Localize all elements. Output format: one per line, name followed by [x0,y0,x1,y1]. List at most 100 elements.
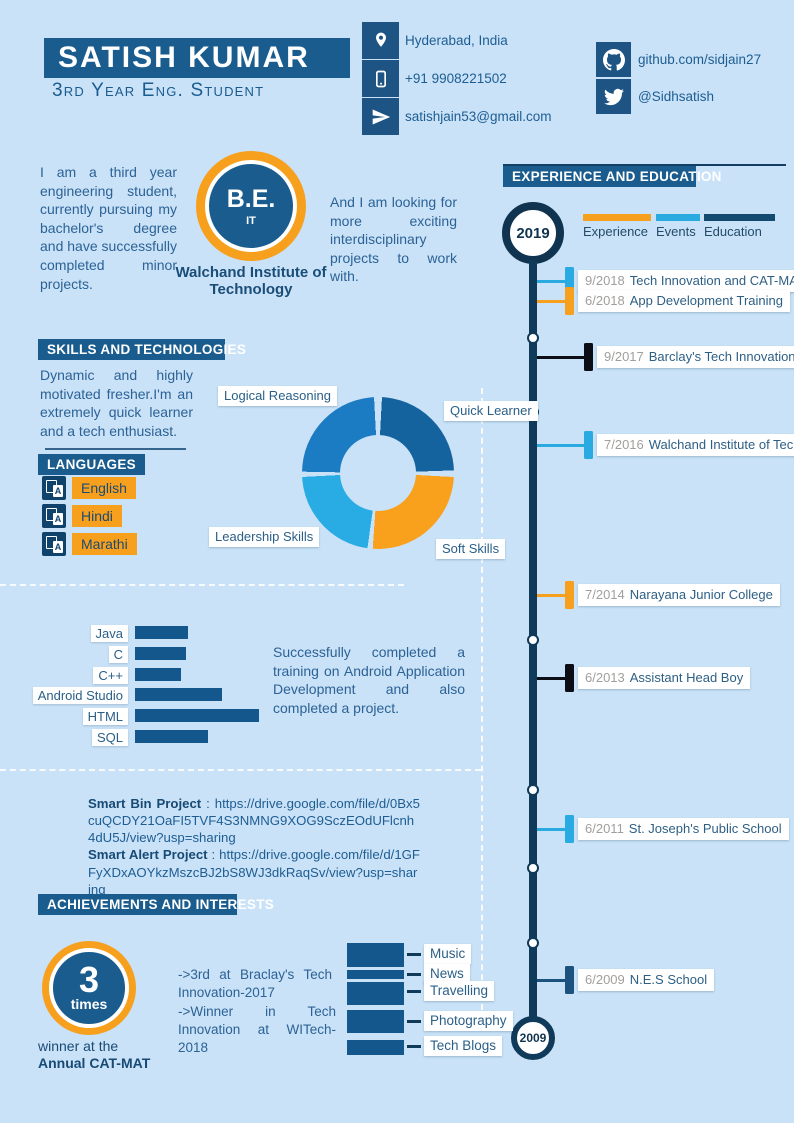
projects-block: Smart Bin Project : https://drive.google… [88,796,420,897]
donut-label-soft-skills: Soft Skills [436,539,506,559]
interest-bar-music [347,943,404,967]
timeline-entry: 7/2014 Narayana Junior College [578,584,780,606]
entry-tick [584,343,593,371]
bar-label: HTML [82,708,128,725]
entry-date: 6/2011 [585,821,624,836]
entry-date: 7/2016 [604,437,644,452]
entry-title: Assistant Head Boy [629,670,744,685]
training-text: Successfully completed a training on And… [273,644,465,716]
project-name: Smart Alert Project [88,847,208,863]
timeline-dot [527,332,539,344]
timeline-entry: 9/2018 Tech Innovation and CAT-MAT [578,270,794,292]
twitter-icon[interactable] [596,79,631,114]
legend-label-education: Education [704,224,762,239]
entry-title: St. Joseph's Public School [628,821,782,836]
achievement-highlight: ->3rd at Braclay's Tech Innovation-2017 [178,967,332,1000]
bar-label: C [108,646,128,663]
language-chip: English [72,477,136,499]
achievement-highlight: ->Winner in Tech Innovation at WITech-20… [178,1004,336,1055]
entry-date: 9/2017 [604,349,644,364]
experience-section-title: EXPERIENCE AND EDUCATION [503,166,721,187]
skills-text: Dynamic and highly motivated fresher.I'm… [40,367,193,439]
interest-bar-news [347,970,404,979]
entry-tick [584,431,593,459]
badge-unit: times [70,996,108,1013]
about-intro-left: I am a third year engineering student, c… [40,164,177,292]
entry-title: Walchand Institute of Tech [648,437,794,452]
bar [135,626,188,639]
entry-connector [537,676,565,680]
degree-branch: IT [246,215,256,227]
entry-connector [537,827,565,831]
entry-title: N.E.S School [629,972,708,987]
entry-title: App Development Training [629,293,783,308]
location-icon [362,22,399,59]
interest-label: News [424,964,470,984]
timeline-entry: 6/2009 N.E.S School [578,969,715,991]
name-banner: SATISH KUMAR [44,38,350,78]
entry-tick [565,581,574,609]
entry-connector [537,279,565,283]
entry-date: 9/2018 [585,273,625,288]
timeline-dot [527,784,539,796]
bar [135,688,222,701]
achievement-badge: 3 times [42,941,136,1035]
bar [135,668,181,681]
project-name: Smart Bin Project [88,796,202,811]
contact-github[interactable]: github.com/sidjain27 [638,52,762,67]
translate-icon: A [42,532,66,556]
legend-label-events: Events [656,224,696,239]
bar-label: Android Studio [32,687,128,704]
entry-title: Tech Innovation and CAT-MAT [629,273,794,288]
entry-tick [565,966,574,994]
interest-label: Travelling [424,981,495,1001]
timeline-dot [527,862,539,874]
about-intro-right: And I am looking for more exciting inter… [330,194,457,285]
languages-title: LANGUAGES [38,454,145,475]
legend-bar-experience [583,214,651,221]
github-icon[interactable] [596,42,631,77]
interest-label: Tech Blogs [424,1036,503,1056]
entry-connector [537,978,565,982]
language-chip: Marathi [72,533,137,555]
dashed-vertical-divider [481,388,483,1010]
winner-prefix: winner at the [38,1038,119,1054]
dashed-horizontal-divider-2 [0,769,481,771]
bar-label: SQL [91,729,128,746]
winner-event: Annual CAT-MAT [38,1055,151,1071]
project-link[interactable]: https://drive.google.com/file/d/0Bx5cuQC… [88,796,420,846]
phone-icon [362,60,399,97]
entry-title: Narayana Junior College [629,587,773,602]
entry-tick [565,815,574,843]
subtitle: 3rd Year Eng. Student [52,80,265,101]
interest-label: Music [424,944,472,964]
contact-phone: +91 9908221502 [405,71,507,86]
timeline-entry: 6/2018 App Development Training [578,290,790,312]
entry-connector [537,299,565,303]
entry-date: 6/2013 [585,670,625,685]
bar-label: Java [90,625,128,642]
skills-section-title: SKILLS AND TECHNOLOGIES [38,339,246,360]
contact-email[interactable]: satishjain53@gmail.com [405,109,552,124]
entry-tick [565,267,574,295]
soft-skills-donut-chart [302,397,454,549]
badge-number: 3 [78,958,100,1000]
institute-label: Walchand Institute of Technology [175,264,327,299]
interest-connector [407,973,421,976]
contact-twitter[interactable]: @Sidhsatish [638,89,714,104]
bar [135,647,186,660]
degree-badge: B.E. IT [196,151,306,261]
timeline-dot [527,937,539,949]
entry-connector [537,443,584,447]
achievements-section-title: ACHIEVEMENTS AND INTERESTS [38,894,274,915]
send-mail-icon [362,98,399,135]
bar [135,709,259,722]
entry-date: 6/2018 [585,293,625,308]
translate-icon: A [42,504,66,528]
language-chip: Hindi [72,505,122,527]
timeline-entry: 9/2017 Barclay's Tech Innovation [597,346,794,368]
entry-connector [537,593,565,597]
quick-learner-label: Quick Learner [444,401,538,421]
entry-connector [537,355,584,359]
project-link[interactable]: https://drive.google.com/file/d/1GFFyXDx… [88,847,420,897]
